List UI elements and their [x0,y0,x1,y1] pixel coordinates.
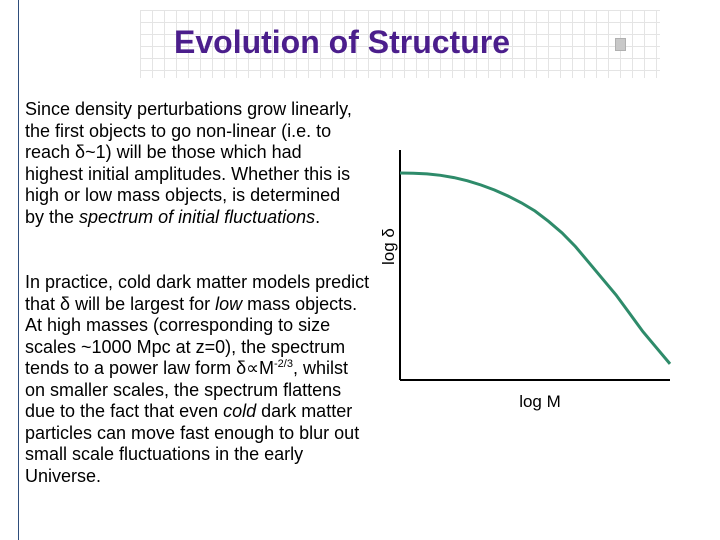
paragraph-perturbations: Since density perturbations grow linearl… [25,99,360,228]
delta-symbol: δ [75,142,86,162]
para2-text-1: In practice, cold dark matter models pre… [25,272,370,314]
para1-text-2: ~1) will be those which had highest init… [25,142,351,227]
left-margin [0,0,18,540]
para2-emphasis-cold: cold [223,401,257,421]
paragraph-cold-dark-matter: In practice, cold dark matter models pre… [25,272,370,487]
title-grid-decoration [140,10,660,78]
mass-spectrum-chart: log δ log M [379,150,672,411]
para2-text-5: dark matter particles can move fast enou… [25,401,360,486]
para2-text-2: will be largest for [70,293,216,314]
para1-text-1: Since density perturbations grow linearl… [25,99,352,162]
para2-emphasis-low: low [215,293,243,314]
spectrum-curve [399,171,672,365]
power-law-formula: δ∝M [236,358,274,378]
delta-symbol: δ [60,293,71,314]
para1-text-3: . [315,206,321,227]
corner-decoration [615,38,626,51]
para1-emphasis: spectrum of initial fluctuations [79,206,316,227]
slide-title: Evolution of Structure [174,24,510,60]
left-border-line [18,0,19,540]
para2-text-4: , whilst on smaller scales, the spectrum… [25,358,348,421]
x-axis-label: log M [519,392,561,411]
y-axis-label: log δ [379,228,398,265]
power-law-exponent: -2/3 [273,358,293,370]
para2-text-3: mass objects. At high masses (correspond… [25,293,358,379]
